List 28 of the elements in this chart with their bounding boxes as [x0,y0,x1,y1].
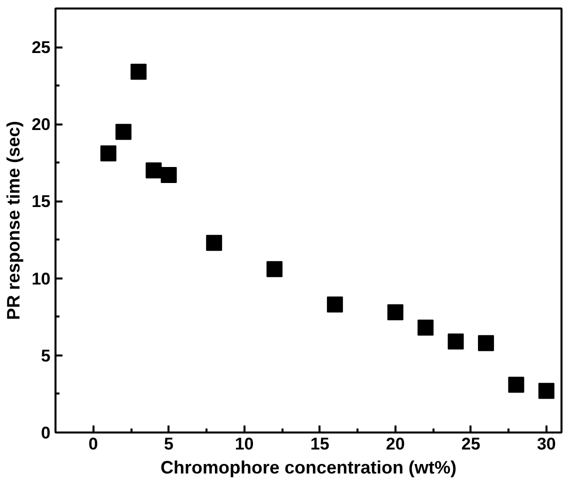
point [160,167,177,184]
point [206,234,222,251]
point [100,145,116,162]
point [508,376,524,393]
y-tick-label: 5 [41,346,51,366]
point [326,296,343,313]
y-tick-label: 20 [32,115,51,134]
y-tick-label: 15 [32,192,51,212]
x-tick-label: 0 [88,434,98,454]
point [478,335,494,352]
point [418,320,434,336]
y-tick-label: 10 [32,269,51,288]
point [115,124,132,140]
point [538,382,554,399]
x-axis-title: Chromophore concentration (wt%) [160,458,457,478]
y-axis-title: PR response time (sec) [4,120,24,320]
x-tick-label: 10 [234,434,254,454]
point [448,334,464,350]
point [130,64,147,80]
y-tick-label: 25 [32,38,51,58]
x-tick-label: 20 [386,434,405,454]
x-tick-label: 5 [164,434,174,454]
point [266,261,283,278]
x-tick-label: 30 [536,434,556,454]
x-tick-label: 15 [310,434,330,454]
x-tick-label: 25 [461,434,480,454]
point [146,162,162,178]
point [387,304,404,320]
